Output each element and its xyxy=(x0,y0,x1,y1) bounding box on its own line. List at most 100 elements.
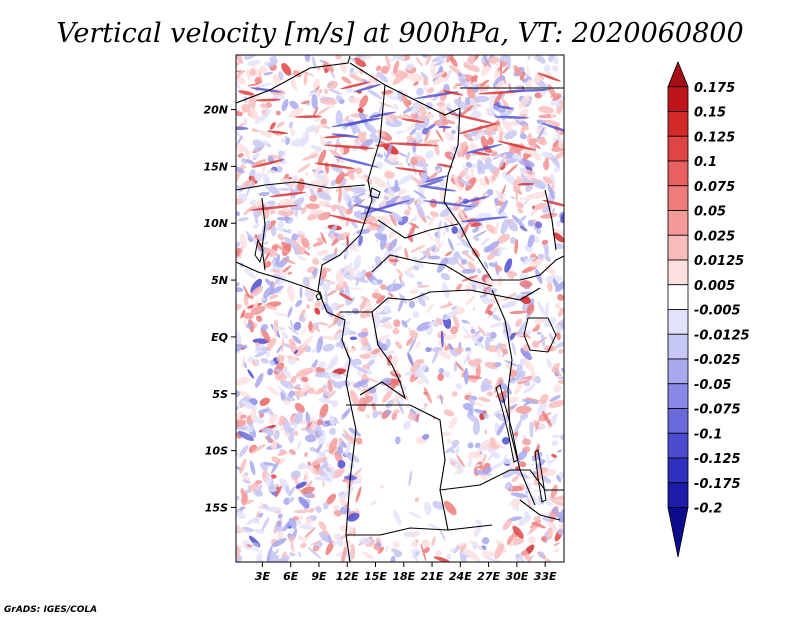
field-blob xyxy=(356,271,364,278)
field-blob xyxy=(466,127,480,140)
border-coast-south xyxy=(345,381,357,562)
field-blob xyxy=(252,139,265,149)
field-blob xyxy=(433,71,446,79)
field-blob xyxy=(259,103,269,109)
field-blob xyxy=(304,392,308,397)
field-blob xyxy=(463,334,471,339)
field-blob xyxy=(261,517,270,532)
colorbar-label: 0.05 xyxy=(694,205,726,220)
field-blob xyxy=(505,158,518,164)
field-blob xyxy=(244,146,251,161)
field-blob xyxy=(370,392,378,407)
field-blob xyxy=(451,439,460,447)
lake-victoria xyxy=(523,317,557,353)
field-blob xyxy=(260,328,271,344)
field-blob xyxy=(381,215,391,225)
field-blob xyxy=(536,331,542,335)
field-blob xyxy=(389,259,399,263)
field-blob xyxy=(311,56,317,70)
x-tick-label: 30E xyxy=(505,570,528,583)
field-blob xyxy=(277,209,295,217)
field-blob xyxy=(322,253,338,262)
field-blob xyxy=(448,133,455,138)
field-blob xyxy=(463,320,471,325)
field-blob xyxy=(350,389,359,407)
colorbar-label: 0.175 xyxy=(694,81,735,96)
border-benin xyxy=(261,197,266,271)
field-blob xyxy=(504,481,512,490)
y-tick-label: 10N xyxy=(203,217,228,230)
field-blob xyxy=(331,205,337,212)
field-blob xyxy=(542,160,550,171)
field-blob xyxy=(294,205,303,211)
field-blob xyxy=(378,325,394,328)
field-blob xyxy=(304,251,310,256)
field-blob xyxy=(236,450,238,456)
field-blob xyxy=(322,280,336,288)
field-blob xyxy=(394,436,401,445)
field-blob xyxy=(463,145,469,156)
field-blob xyxy=(290,541,294,552)
field-blob xyxy=(237,193,248,202)
field-streak xyxy=(457,122,500,135)
field-blob xyxy=(252,542,260,547)
field-blob xyxy=(288,449,296,455)
field-blob xyxy=(512,525,524,539)
field-blob xyxy=(475,448,481,459)
field-blob xyxy=(558,308,564,317)
field-blob xyxy=(366,369,373,375)
field-blob xyxy=(319,403,329,419)
field-blob xyxy=(549,55,559,64)
field-streak xyxy=(494,115,530,119)
field-blob xyxy=(397,174,414,185)
field-blob xyxy=(303,190,308,197)
field-blob xyxy=(287,326,300,335)
field-blob xyxy=(445,68,453,82)
field-blob xyxy=(523,148,529,154)
field-blob xyxy=(491,250,499,256)
field-blob xyxy=(412,265,420,271)
field-blob xyxy=(294,402,305,413)
field-blob xyxy=(301,206,308,215)
field-blob xyxy=(524,397,541,402)
field-blob xyxy=(312,106,319,117)
field-blob xyxy=(432,500,445,510)
field-blob xyxy=(383,151,389,164)
field-blob xyxy=(446,107,457,115)
field-blob xyxy=(416,379,424,385)
field-blob xyxy=(536,136,547,146)
field-blob xyxy=(357,371,362,376)
field-blob xyxy=(295,519,301,525)
border-chad-sudan xyxy=(443,107,493,281)
field-blob xyxy=(236,70,245,82)
field-blob xyxy=(408,300,416,309)
field-blob xyxy=(294,411,304,425)
field-blob xyxy=(518,158,535,168)
field-blob xyxy=(305,125,318,133)
field-blob xyxy=(499,158,505,168)
field-blob xyxy=(236,126,249,131)
field-blob xyxy=(412,311,420,318)
field-blob xyxy=(292,335,302,344)
field-blob xyxy=(401,94,410,109)
field-blob xyxy=(342,118,346,124)
field-blob xyxy=(499,60,503,78)
field-blob xyxy=(428,154,432,160)
field-blob xyxy=(385,410,392,415)
field-blob xyxy=(328,427,337,436)
field-blob xyxy=(337,445,343,456)
field-blob xyxy=(468,358,482,366)
field-blob xyxy=(406,337,414,346)
field-blob xyxy=(459,544,467,552)
field-blob xyxy=(353,379,370,388)
field-blob xyxy=(399,275,402,282)
field-blob xyxy=(297,462,305,470)
field-blob xyxy=(254,112,270,125)
field-blob xyxy=(519,225,528,232)
field-blob xyxy=(415,202,425,219)
field-blob xyxy=(533,318,547,324)
field-blob xyxy=(355,437,363,445)
field-blob xyxy=(444,214,454,223)
field-blob xyxy=(467,442,474,449)
field-blob xyxy=(529,261,538,268)
